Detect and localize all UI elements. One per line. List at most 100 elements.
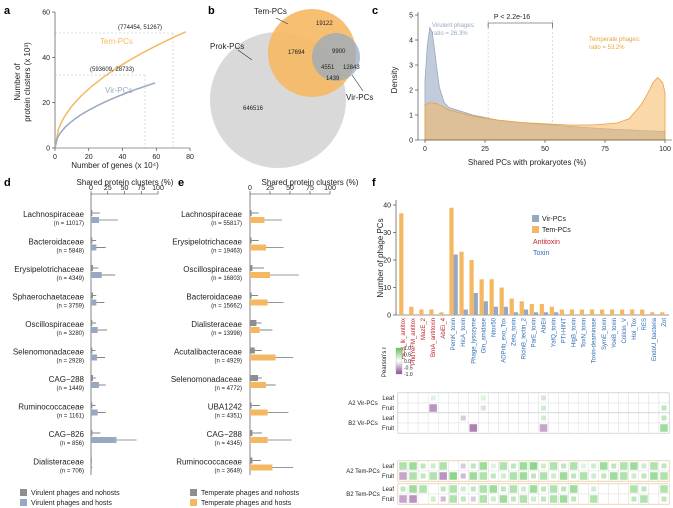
- c-annot-virulent-1: Virulent phages:: [432, 23, 476, 29]
- panel-label-a: a: [4, 5, 11, 17]
- bar-category-n: (n = 4345): [214, 441, 242, 447]
- f-heatmap-cell: [488, 412, 499, 424]
- venn-label-vir: Vir-PCs: [346, 93, 373, 102]
- f-heatmap-mark: [510, 463, 516, 469]
- bar-host: [250, 464, 273, 471]
- f-bar-tem: [439, 312, 444, 315]
- f-heatmap-mark: [420, 473, 426, 479]
- f-category-label: PemK_toxin: [451, 318, 457, 350]
- f-bar-tem: [660, 312, 665, 315]
- f-heatmap-mark: [479, 462, 488, 470]
- a-endpoint-label-tem: (774454, 51267): [118, 25, 162, 31]
- f-heatmap-mark: [409, 462, 417, 470]
- f-row-label: Fruit: [382, 426, 394, 432]
- f-heatmap-cell: [588, 422, 599, 434]
- f-heatmap-cell: [608, 493, 619, 505]
- f-heatmap-mark: [569, 462, 578, 470]
- f-heatmap-mark: [399, 495, 407, 503]
- bar-nohost: [91, 457, 92, 464]
- bar-category-label: CAG−288: [207, 430, 243, 439]
- f-heatmap-cell: [628, 402, 640, 414]
- f-category-label: ParE_toxin: [532, 318, 538, 347]
- f-heatmap-mark: [631, 496, 637, 502]
- f-heatmap-mark: [551, 473, 557, 479]
- f-y-ticks: 0 10 20 30 40: [383, 203, 396, 320]
- f-y-tick-label: 10: [383, 285, 391, 292]
- f-heatmap-cell: [568, 412, 579, 424]
- f-heatmap-cell: [558, 422, 569, 434]
- panel-b-venn: Prok-PCs Tem-PCs Vir-PCs 646516 19122 17…: [210, 7, 373, 168]
- f-heatmap-mark: [500, 473, 506, 479]
- f-heatmap-mark: [601, 473, 607, 479]
- c-x-ticks: 0 25 50 75 100: [423, 140, 671, 153]
- bar-host: [250, 299, 268, 306]
- f-category-label: HicB_lk_antitox: [401, 318, 407, 359]
- bar-category-n: (n = 4929): [214, 359, 242, 365]
- f-heatmap-mark: [449, 495, 457, 503]
- f-heatmap-mark: [490, 463, 496, 469]
- f-bar-tem: [559, 309, 565, 315]
- f-bar-vir: [473, 293, 478, 315]
- f-heatmap-cell: [468, 402, 479, 414]
- f-bar-tem: [609, 309, 615, 315]
- f-heatmap-mark: [519, 472, 528, 480]
- f-heatmap-mark: [561, 463, 567, 469]
- f-heatmap-cell: [468, 412, 479, 424]
- bar-nohost: [91, 292, 94, 299]
- bar-category-label: CAG−826: [49, 430, 85, 439]
- a-series-label-vir: Vir-PCs: [105, 86, 132, 95]
- bar-nohost: [91, 210, 93, 216]
- f-category-label: Ntox50: [491, 317, 497, 337]
- bar-category-label: UBA1242: [208, 403, 243, 412]
- f-bar-vir: [543, 312, 549, 315]
- f-heatmap-cell: [508, 402, 519, 414]
- e-title: Shared protein clusters (%): [262, 178, 359, 187]
- f-heatmap-mark: [581, 463, 587, 469]
- a-y-tick-label: 0: [46, 146, 50, 153]
- f-heatmap-mark: [449, 485, 457, 493]
- c-y-tick-label: 5: [409, 13, 413, 20]
- f-heatmap-cell: [648, 493, 660, 505]
- f-heatmap-mark: [490, 496, 496, 502]
- f-heatmap-mark: [509, 485, 518, 493]
- f-heatmap-mark: [539, 424, 548, 432]
- f-heatmap-cell: [417, 493, 429, 505]
- bar-host: [91, 382, 100, 388]
- f-heatmap-mark: [529, 485, 538, 493]
- c-y-tick-label: 0: [409, 138, 413, 145]
- f-bar-tem: [409, 306, 414, 315]
- bar-nohost: [250, 375, 258, 381]
- f-heatmap-mark: [460, 463, 466, 469]
- bar-category-n: (n = 1449): [56, 386, 84, 392]
- bar-category-n: (n = 1161): [57, 414, 84, 420]
- e-plot-area: 0 25 50 75 100 Lachnospiraceae (n = 55817) Erys…: [171, 185, 336, 475]
- d-legend-swatch-nohosts: [20, 489, 27, 496]
- f-heatmap-cell: [508, 422, 519, 434]
- bar-category-label: Oscillospiraceae: [25, 320, 84, 329]
- a-y-ticks: 0 20 40 60: [42, 10, 55, 153]
- f-heatmap-cell: [528, 402, 539, 414]
- f-heatmap-cell: [448, 392, 459, 404]
- f-heatmap-cell: [558, 402, 569, 414]
- f-heatmap-cell: [498, 402, 509, 414]
- a-curve-vir-pcs: [54, 82, 156, 149]
- f-heatmap-mark: [430, 496, 436, 502]
- a-y-tick-label: 40: [42, 55, 50, 62]
- f-bar-tem: [419, 309, 424, 315]
- f-heatmap-cell: [648, 392, 660, 404]
- f-heatmap-mark: [490, 473, 496, 479]
- c-y-ticks: 0 1 2 3 4 5: [409, 13, 418, 145]
- f-heatmap-mark: [541, 486, 547, 492]
- f-heatmap-cell: [488, 402, 499, 414]
- f-scale-tick-label: -0.5: [404, 366, 413, 372]
- f-heatmap-cell: [478, 412, 489, 424]
- f-bar-tem: [569, 309, 575, 315]
- bar-category-n: (n = 4349): [56, 276, 84, 282]
- f-heatmap-cell: [628, 422, 640, 434]
- f-y-tick-label: 0: [387, 313, 391, 320]
- c-y-axis-label: Density: [390, 67, 399, 94]
- f-heatmap-mark: [591, 473, 597, 479]
- f-bar-vir: [523, 309, 529, 315]
- f-heatmap-cell: [648, 412, 660, 424]
- f-heatmap-cell: [568, 402, 579, 414]
